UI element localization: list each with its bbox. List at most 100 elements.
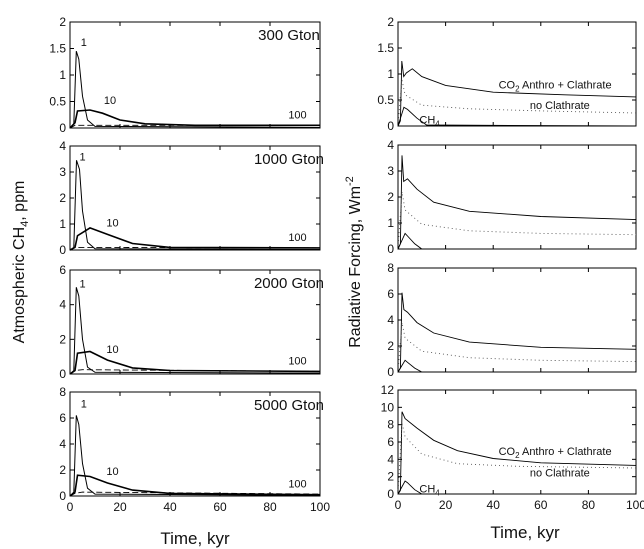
y-tick-label: 0 — [59, 121, 66, 135]
annotation: 10 — [106, 466, 118, 478]
x-tick-label: 60 — [534, 498, 548, 512]
y-tick-label: 6 — [59, 411, 66, 425]
x-tick-label: 40 — [487, 498, 501, 512]
annotation: no Clathrate — [530, 468, 590, 480]
panel-6: 0 1 2 3 4 — [387, 138, 637, 256]
annotation: CH4 — [419, 114, 440, 128]
plot-frame — [69, 269, 321, 375]
x-tick-label: 20 — [113, 500, 127, 514]
y-tick-label: 1 — [59, 217, 66, 231]
y-tick-label: 4 — [387, 452, 394, 466]
x-tick-label: 60 — [213, 500, 227, 514]
annotation: 1 — [79, 151, 85, 163]
y-tick-label: 1.5 — [49, 42, 66, 56]
panel-title: 1000 Gton — [254, 151, 324, 168]
y-tick-label: 0.5 — [49, 95, 66, 109]
y-tick-label: 1 — [387, 216, 394, 230]
y-tick-label: 1 — [387, 67, 394, 81]
y-tick-label: 2 — [387, 15, 394, 29]
y-tick-label: 4 — [387, 138, 394, 152]
panel-7: 0 2 4 6 8 — [387, 261, 637, 379]
y-tick-label: 4 — [387, 313, 394, 327]
annotation: 1 — [81, 399, 87, 411]
y-tick-label: 0 — [387, 242, 394, 256]
series-line-2 — [69, 109, 320, 129]
y-tick-label: 2 — [59, 15, 66, 29]
series-line-1 — [397, 60, 637, 127]
y-tick-label: 4 — [59, 298, 66, 312]
annotation: 10 — [104, 95, 116, 107]
series-line-1 — [69, 415, 321, 497]
series-line-2 — [69, 227, 321, 251]
series-line-1 — [69, 51, 321, 129]
x-tick-label: 80 — [263, 500, 277, 514]
y-tick-label: 2 — [59, 463, 66, 477]
panel-5: 0 0.5 1 1.5 2 CO2 Anthro + Clathrate no Clathr… — [377, 15, 637, 133]
y-tick-label: 2 — [59, 191, 66, 205]
annotation: CO2 Anthro + Clathrate — [499, 80, 612, 94]
series-line-3 — [397, 232, 636, 250]
y-tick-label: 6 — [387, 435, 394, 449]
series-line-3 — [69, 246, 321, 251]
panel-3: 0 2 4 6 2000 Gton 1 10 100 — [59, 263, 324, 381]
annotation: 10 — [106, 218, 118, 230]
series-line-1 — [69, 287, 321, 375]
x-tick-label: 40 — [163, 500, 177, 514]
series-line-3 — [69, 491, 321, 497]
series-line-3 — [397, 106, 637, 127]
right-y-axis-label: Radiative Forcing, Wm-2 — [344, 176, 364, 348]
panel-1: 0 0.5 1 1.5 2 300 Gton 1 10 100 — [49, 15, 321, 135]
series-line-2 — [69, 474, 321, 497]
panel-title: 2000 Gton — [254, 275, 324, 292]
x-tick-label: 20 — [439, 498, 453, 512]
plot-frame — [397, 21, 637, 127]
annotation: 1 — [79, 278, 85, 290]
y-tick-label: 3 — [59, 165, 66, 179]
plot-frame — [397, 144, 637, 250]
annotation: no Clathrate — [530, 100, 590, 112]
right-x-axis-label: Time, kyr — [490, 523, 560, 542]
annotation: CO2 Anthro + Clathrate — [499, 446, 612, 460]
x-tick-label: 0 — [67, 500, 74, 514]
y-tick-label: 12 — [381, 383, 395, 397]
y-tick-label: 3 — [387, 164, 394, 178]
left-x-axis-label: Time, kyr — [160, 529, 230, 548]
y-tick-label: 10 — [381, 400, 395, 414]
x-tick-label: 0 — [395, 498, 402, 512]
panel-2: 0 1 2 3 4 1000 Gton 1 10 100 — [59, 139, 324, 257]
y-tick-label: 0 — [387, 365, 394, 379]
annotation: 1 — [81, 37, 87, 49]
y-tick-label: 0 — [59, 489, 66, 503]
y-tick-label: 6 — [387, 287, 394, 301]
panel-title: 5000 Gton — [254, 397, 324, 414]
left-y-axis-label: Atmospheric CH4, ppm — [11, 181, 31, 344]
y-tick-label: 1 — [59, 68, 66, 82]
annotation: 100 — [288, 479, 306, 491]
y-tick-label: 0 — [387, 119, 394, 133]
y-tick-label: 0 — [59, 367, 66, 381]
annotation: 100 — [288, 109, 306, 121]
y-tick-label: 8 — [387, 418, 394, 432]
y-tick-label: 6 — [59, 263, 66, 277]
x-tick-label: 100 — [626, 498, 644, 512]
y-tick-label: 2 — [387, 190, 394, 204]
series-line-1 — [397, 155, 637, 250]
plot-frame — [397, 389, 637, 495]
series-line-3 — [69, 369, 321, 375]
y-tick-label: 2 — [59, 332, 66, 346]
y-tick-label: 4 — [59, 139, 66, 153]
plot-frame — [397, 267, 637, 373]
y-tick-label: 2 — [387, 339, 394, 353]
annotation: 100 — [288, 355, 306, 367]
y-tick-label: 0 — [59, 243, 66, 257]
annotation: 10 — [106, 344, 118, 356]
x-tick-label: 100 — [310, 500, 330, 514]
y-tick-label: 8 — [59, 385, 66, 399]
series-line-1 — [69, 160, 321, 251]
y-tick-label: 0.5 — [377, 93, 394, 107]
annotation: 100 — [288, 232, 306, 244]
